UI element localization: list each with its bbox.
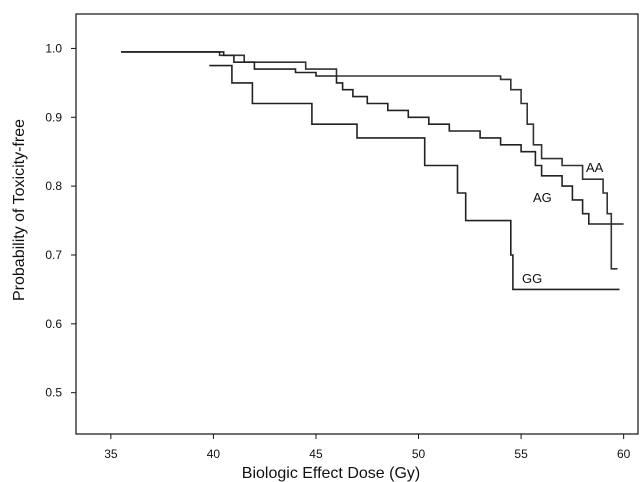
- series-label-layer: AA AG GG: [522, 160, 604, 286]
- x-tick-label: 50: [412, 447, 426, 461]
- y-tick-label: 1.0: [45, 41, 62, 55]
- y-axis: 0.5 0.6 0.7 0.8 0.9 1.0: [45, 41, 76, 400]
- x-tick-label: 35: [104, 447, 118, 461]
- series-line-ag: [121, 51, 624, 225]
- y-tick-label: 0.6: [45, 317, 62, 331]
- series-label-gg: GG: [522, 271, 542, 286]
- series-label-aa: AA: [586, 160, 604, 175]
- series-line-aa: [121, 51, 618, 270]
- x-tick-label: 60: [617, 447, 631, 461]
- x-axis: 35 40 45 50 55 60: [104, 434, 631, 461]
- y-tick-label: 0.9: [45, 110, 62, 124]
- series-label-ag: AG: [533, 190, 552, 205]
- y-tick-label: 0.7: [45, 248, 62, 262]
- y-tick-label: 0.5: [45, 386, 62, 400]
- plot-frame: [75, 13, 639, 435]
- series-line-gg: [209, 64, 620, 291]
- x-tick-label: 45: [309, 447, 323, 461]
- y-tick-label: 0.8: [45, 179, 62, 193]
- y-axis-title: Probability of Toxicity-free: [11, 119, 28, 301]
- x-axis-title: Biologic Effect Dose (Gy): [242, 465, 420, 482]
- x-tick-label: 55: [514, 447, 528, 461]
- x-tick-label: 40: [207, 447, 221, 461]
- series-layer: [121, 51, 624, 291]
